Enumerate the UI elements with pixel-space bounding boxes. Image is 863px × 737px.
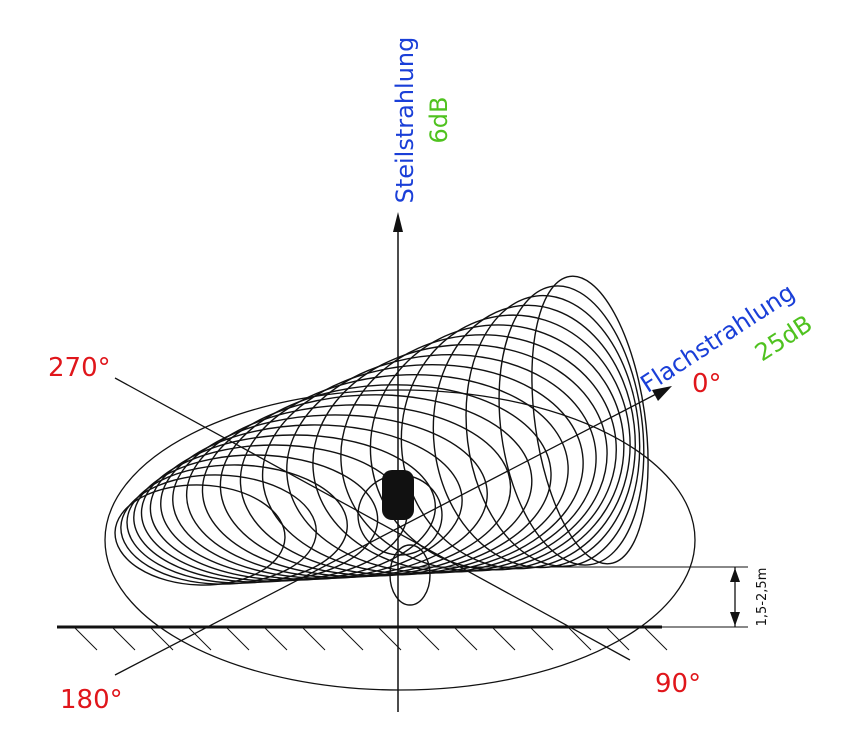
drawing <box>57 212 748 712</box>
lobe <box>286 354 597 574</box>
antenna <box>382 470 414 520</box>
angle: 0° <box>692 369 722 399</box>
angle: 180° <box>60 685 123 715</box>
hatch-line <box>606 627 630 651</box>
lobe <box>531 275 649 565</box>
arrow <box>652 386 672 401</box>
hatch-line <box>302 627 326 651</box>
hatch-line <box>568 627 592 651</box>
arrow <box>730 612 740 626</box>
hatch-line <box>454 627 478 651</box>
lobe <box>465 294 641 567</box>
ground-circle <box>104 389 696 691</box>
lobe <box>498 285 645 566</box>
lobes <box>114 275 649 606</box>
lobe <box>400 314 631 570</box>
lobe <box>340 334 617 572</box>
label: Steilstrahlung <box>391 37 419 204</box>
lobe <box>114 484 286 586</box>
hatch-line <box>188 627 212 651</box>
hatch-line <box>112 627 136 651</box>
arrow <box>730 568 740 582</box>
hatch-line <box>530 627 554 651</box>
lobe <box>389 544 431 606</box>
height: 1,5-2,5m <box>755 568 770 627</box>
angle: 270° <box>48 353 111 383</box>
hatch-line <box>150 627 174 651</box>
hatch-line <box>416 627 440 651</box>
hatch-line <box>340 627 364 651</box>
hatch-line <box>492 627 516 651</box>
hatch-line <box>264 627 288 651</box>
axis-90-270 <box>114 377 631 661</box>
hatching <box>74 627 668 651</box>
hatch-line <box>378 627 402 651</box>
arrow <box>393 212 403 232</box>
hatch-line <box>644 627 668 651</box>
lobe <box>369 324 625 571</box>
hatch-line <box>74 627 98 651</box>
lobe <box>312 344 608 573</box>
label: 6dB <box>425 97 453 144</box>
hatch-line <box>226 627 250 651</box>
lobe <box>160 424 463 581</box>
angle: 90° <box>655 669 701 699</box>
